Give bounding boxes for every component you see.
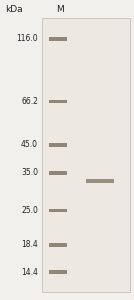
Text: 66.2: 66.2 (21, 97, 38, 106)
Bar (42, 18, 130, 292)
Bar (49, 171, 67, 175)
Bar (49, 37, 67, 41)
Bar (49, 100, 67, 103)
Text: 18.4: 18.4 (21, 240, 38, 249)
Text: M: M (56, 5, 64, 14)
Bar (49, 209, 67, 212)
Bar (49, 270, 67, 274)
Text: 25.0: 25.0 (21, 206, 38, 215)
Bar (49, 143, 67, 147)
Bar (49, 243, 67, 247)
Text: 45.0: 45.0 (21, 140, 38, 149)
Text: kDa: kDa (5, 5, 23, 14)
Text: 35.0: 35.0 (21, 168, 38, 177)
Bar (86, 179, 114, 183)
Text: 14.4: 14.4 (21, 268, 38, 277)
Text: 116.0: 116.0 (16, 34, 38, 43)
